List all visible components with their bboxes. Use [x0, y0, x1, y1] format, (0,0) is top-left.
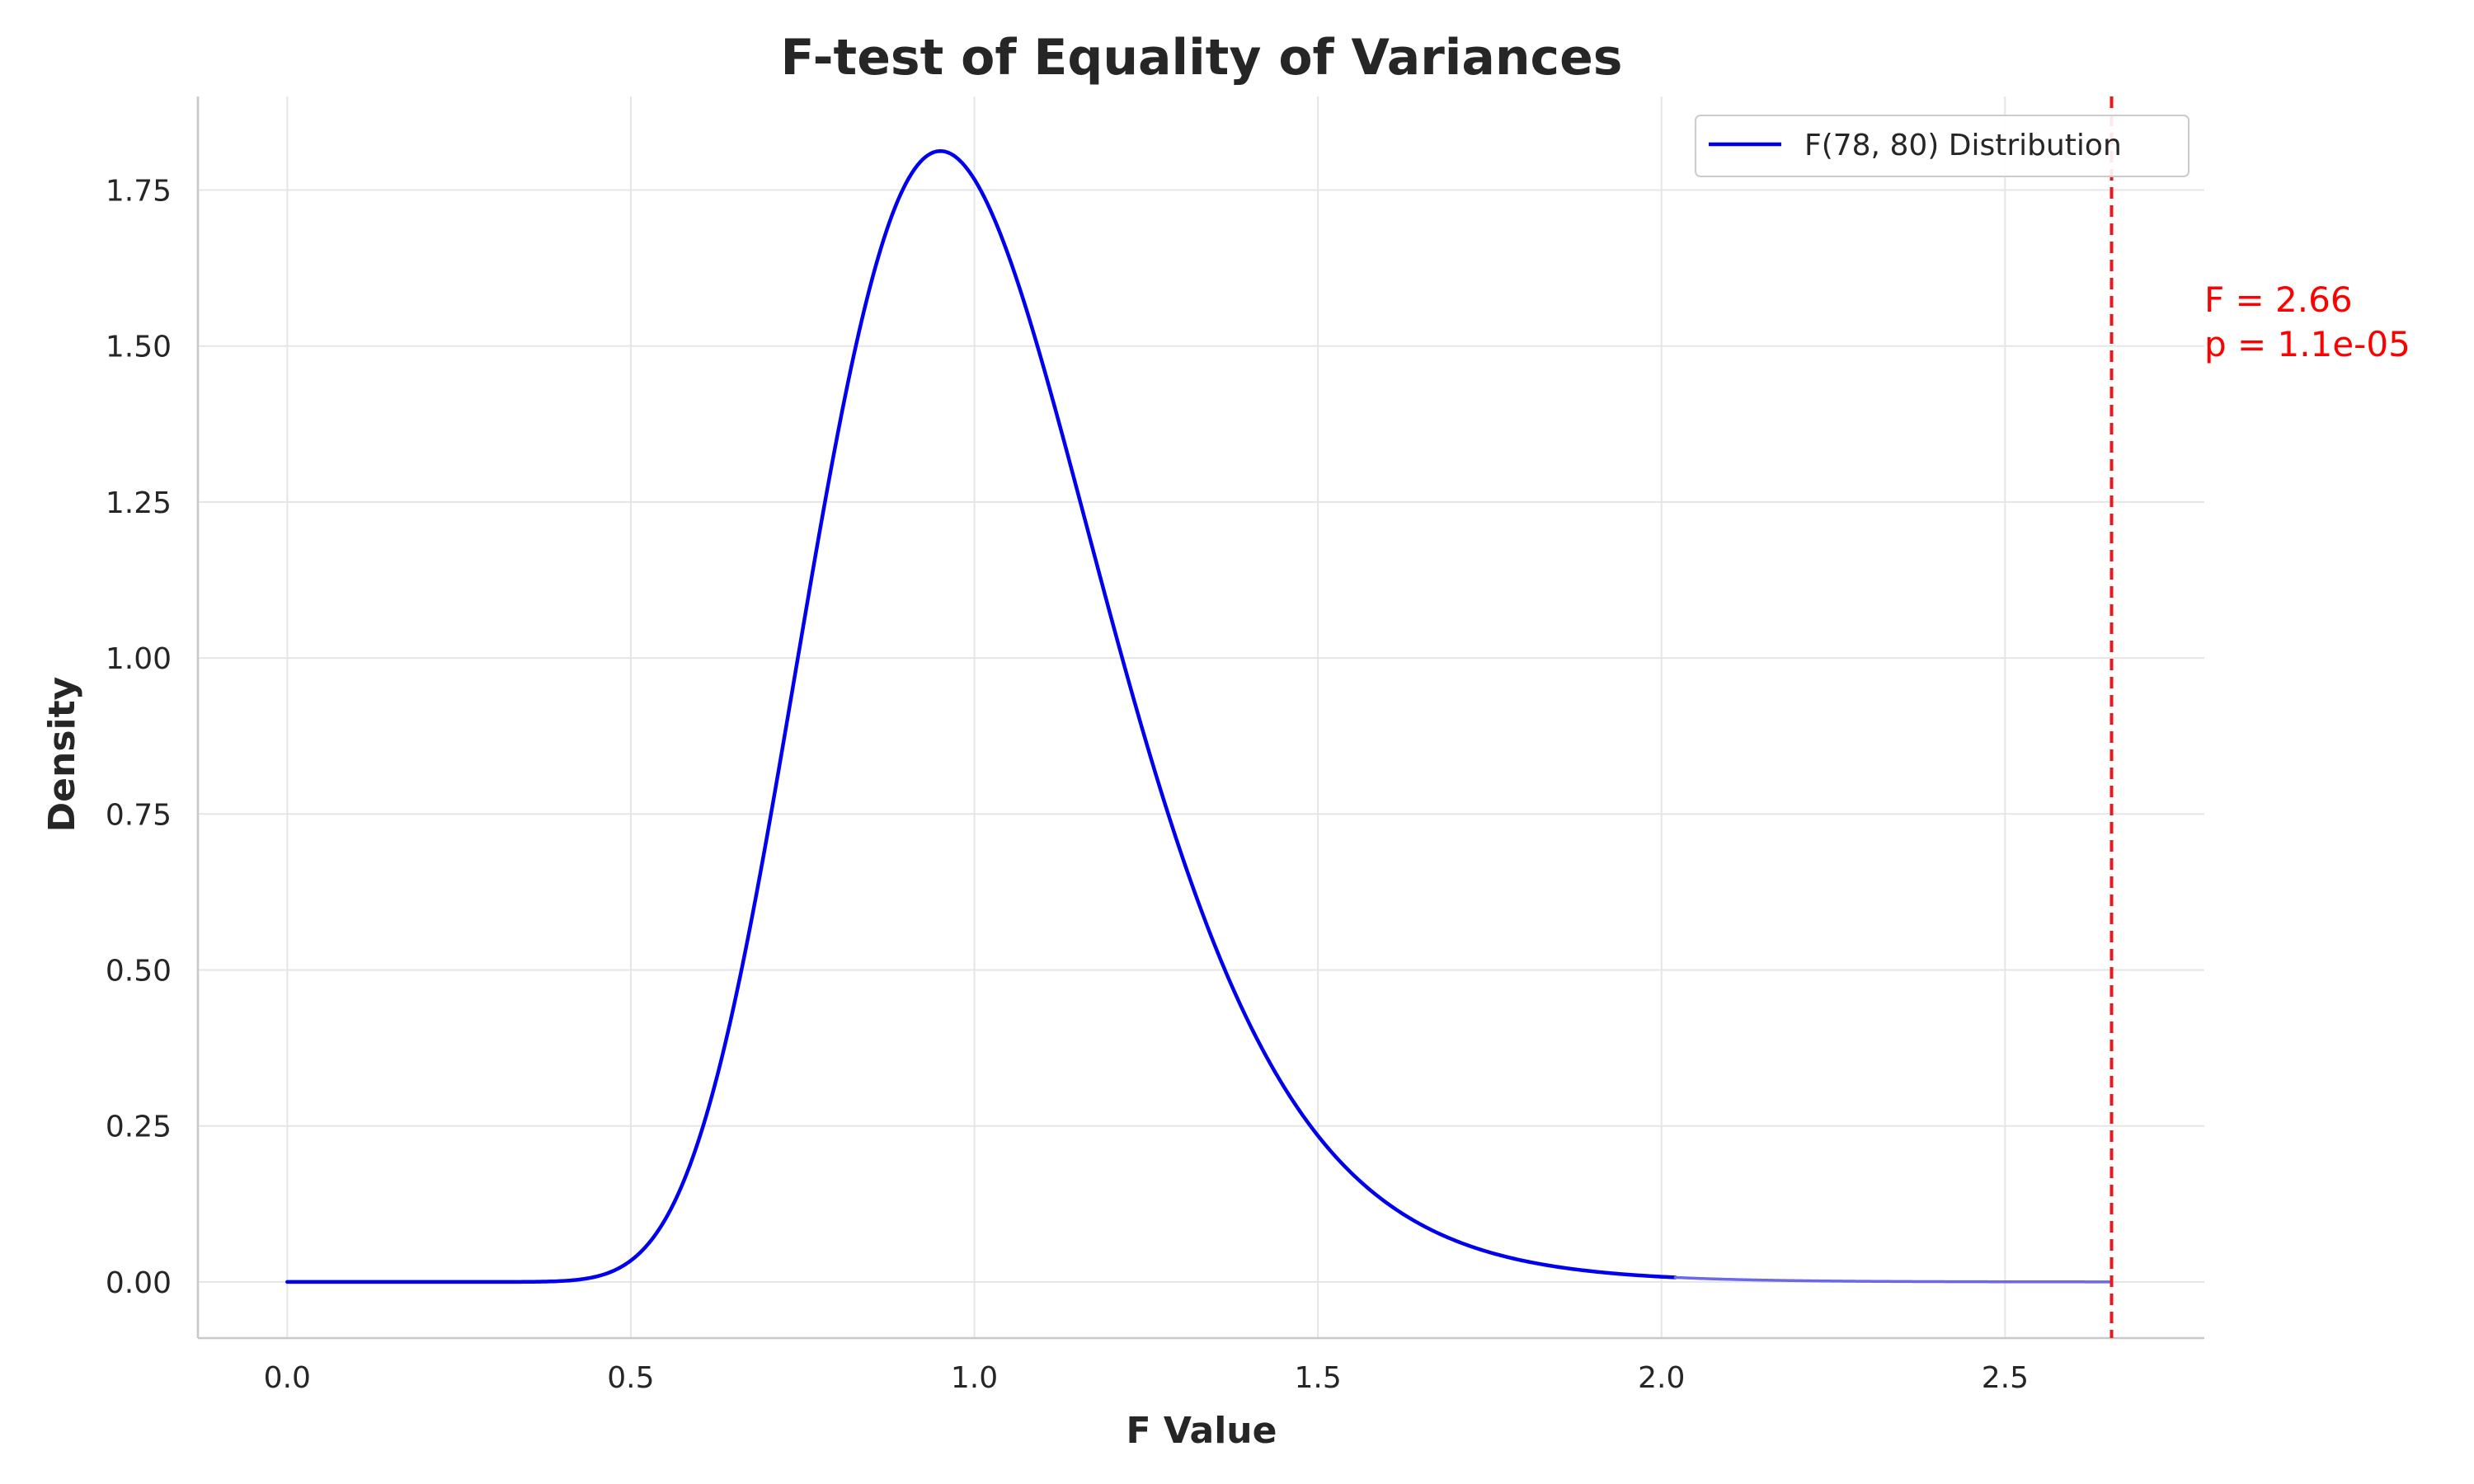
annotation-p-value: p = 1.1e-05 — [2204, 324, 2411, 364]
f-distribution-tail-line — [1673, 1275, 2114, 1284]
x-tick-label: 1.0 — [951, 1361, 998, 1395]
y-tick-label: 1.75 — [106, 175, 172, 209]
f-distribution-line — [285, 148, 1677, 1284]
legend: F(78, 80) Distribution — [1695, 115, 2189, 177]
x-tick-label: 0.0 — [264, 1361, 311, 1395]
y-tick-label: 0.00 — [106, 1266, 172, 1300]
y-tick-label: 0.25 — [106, 1111, 172, 1144]
y-axis-label: Density — [41, 677, 83, 833]
x-tick-label: 2.0 — [1638, 1361, 1685, 1395]
legend-box — [1695, 115, 2189, 177]
y-tick-label: 1.00 — [106, 642, 172, 676]
legend-label: F(78, 80) Distribution — [1804, 129, 2122, 162]
tick-labels: 0.0 0.5 1.0 1.5 2.0 2.5 0.00 0.25 0.50 0.75 1.00 1.… — [106, 175, 2029, 1395]
y-tick-label: 0.75 — [106, 798, 172, 832]
annotation-f-value: F = 2.66 — [2204, 279, 2353, 320]
y-tick-label: 0.50 — [106, 954, 172, 988]
y-tick-label: 1.25 — [106, 486, 172, 520]
x-tick-label: 2.5 — [1982, 1361, 2029, 1395]
annotation: F = 2.66 p = 1.1e-05 — [2204, 279, 2411, 364]
chart-title: F-test of Equality of Variances — [780, 29, 1622, 87]
x-axis-label: F Value — [1126, 1410, 1277, 1452]
series-layer — [285, 148, 2114, 1284]
grid-layer — [198, 96, 2204, 1338]
x-tick-label: 0.5 — [607, 1361, 654, 1395]
axes-spines — [196, 96, 2204, 1340]
y-tick-label: 1.50 — [106, 331, 172, 364]
x-tick-label: 1.5 — [1295, 1361, 1342, 1395]
